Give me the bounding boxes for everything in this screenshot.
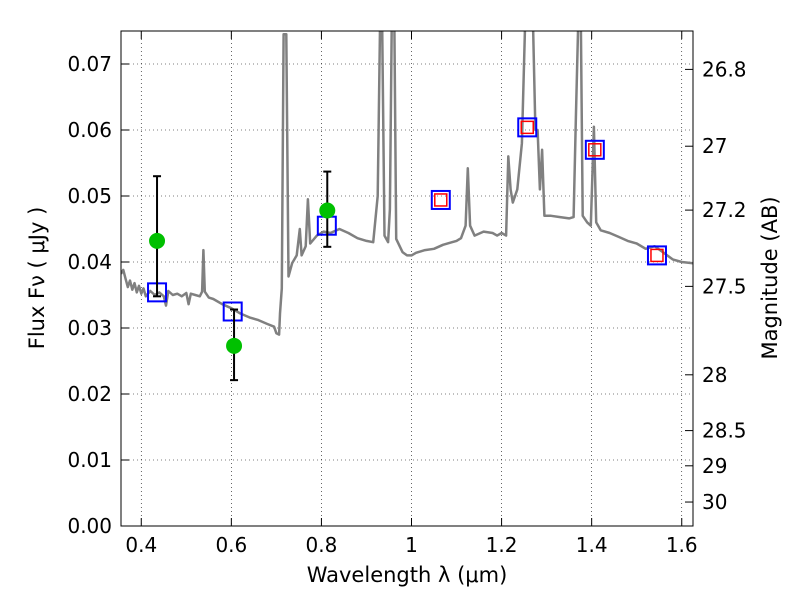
- x-tick-label: 1.4: [576, 533, 608, 557]
- x-axis-label: Wavelength λ (μm): [307, 563, 508, 587]
- y-tick-label: 0.01: [67, 448, 112, 472]
- y2-axis-label: Magnitude (AB): [758, 196, 782, 359]
- photometry-point: [149, 232, 166, 249]
- x-tick-label: 1: [405, 533, 418, 557]
- observed-flux-square: [434, 193, 448, 207]
- spectrum-line: [121, 31, 693, 336]
- x-tick-label: 0.6: [215, 533, 247, 557]
- y2-tick-label: 29: [702, 454, 727, 478]
- model-flux-square: [517, 117, 538, 138]
- x-tick-label: 0.8: [306, 533, 338, 557]
- y-axis-label: Flux Fν ( μJy ): [25, 207, 49, 350]
- y2-tick-label: 28: [702, 363, 727, 387]
- y-tick-label: 0.06: [67, 118, 112, 142]
- photometry-point: [226, 337, 243, 354]
- observed-flux-square: [588, 143, 602, 157]
- y-tick-label: 0.07: [67, 52, 112, 76]
- y-tick-label: 0.04: [67, 250, 112, 274]
- error-bars: [149, 170, 336, 382]
- y2-tick-label: 30: [702, 490, 727, 514]
- photometry-point: [319, 202, 336, 219]
- y-tick-label: 0.05: [67, 184, 112, 208]
- model-flux-square: [430, 189, 451, 210]
- model-flux-square: [646, 245, 667, 266]
- plot-background: [121, 31, 693, 526]
- plot-frame: [120, 30, 694, 527]
- ticks: [121, 31, 693, 527]
- y2-tick-label: 27.2: [702, 198, 747, 222]
- observed-flux-square: [520, 120, 535, 135]
- x-tick-label: 1.2: [486, 533, 518, 557]
- y2-tick-label: 28.5: [702, 419, 747, 443]
- model-flux-square: [222, 301, 243, 322]
- data-layer: [121, 31, 693, 336]
- y2-tick-label: 27: [702, 134, 727, 158]
- y2-tick-label: 26.8: [702, 57, 747, 81]
- y2-tick-label: 27.5: [702, 274, 747, 298]
- y-tick-label: 0.03: [67, 316, 112, 340]
- y-tick-label: 0.00: [67, 514, 112, 538]
- x-tick-label: 1.6: [666, 533, 698, 557]
- model-flux-square: [584, 139, 605, 160]
- y-tick-label: 0.02: [67, 382, 112, 406]
- observed-flux-square: [650, 248, 664, 263]
- tick-labels: 0.4 0.6 0.8 1 1.2 1.4 1.6 0.00 0.01 0.02 0.03 0.04 0…: [67, 52, 746, 557]
- x-tick-label: 0.4: [125, 533, 157, 557]
